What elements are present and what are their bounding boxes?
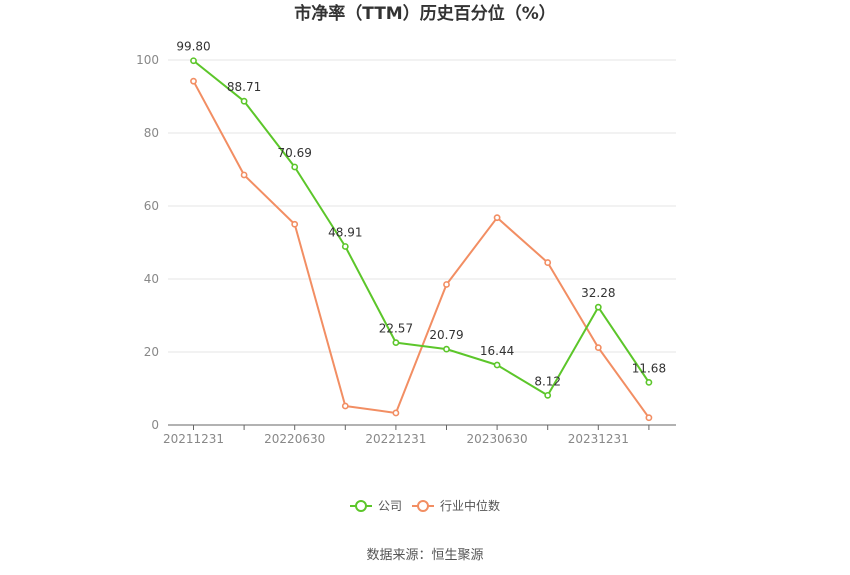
legend-label: 公司 [378, 499, 402, 513]
data-label: 88.71 [227, 80, 261, 94]
data-point [493, 361, 501, 369]
series-layer [190, 57, 653, 422]
data-label: 70.69 [278, 146, 312, 160]
source-note: 数据来源：恒生聚源 [366, 548, 483, 563]
data-label: 20.79 [429, 328, 463, 342]
data-point [291, 220, 299, 228]
x-tick-label: 20230630 [467, 432, 528, 446]
data-point [341, 402, 349, 410]
data-point [291, 163, 299, 171]
data-point [190, 57, 197, 65]
legend-swatch-marker [417, 500, 429, 512]
chart-title: 市净率（TTM）历史百分位（%） [294, 3, 556, 24]
legend-swatch-marker [355, 500, 367, 512]
data-point [190, 77, 197, 85]
data-point [240, 97, 248, 105]
y-tick-label: 100 [136, 53, 159, 67]
axis-layer: 0 20 40 60 80 100 20211231 20220630 20221231 2023… [136, 53, 676, 446]
data-point [645, 378, 653, 386]
y-tick-label: 60 [144, 199, 159, 213]
data-label-layer: 99.80 88.71 70.69 48.91 22.57 20.79 16.44 8.12 3… [176, 40, 666, 389]
data-label: 11.68 [632, 361, 666, 375]
series-line [192, 59, 650, 397]
y-tick-label: 40 [144, 272, 159, 286]
data-point [493, 214, 501, 222]
x-tick-label: 20220630 [264, 432, 325, 446]
x-tick-label: 20211231 [163, 432, 224, 446]
data-point [544, 259, 552, 266]
data-point [443, 345, 450, 353]
data-label: 8.12 [534, 374, 561, 388]
legend-item[interactable]: 行业中位数 [412, 498, 500, 513]
x-tick-label: 20231231 [568, 432, 629, 446]
data-point [341, 243, 349, 250]
data-point [240, 171, 248, 179]
data-point [594, 303, 602, 311]
data-point [443, 281, 450, 288]
grid-layer [168, 59, 676, 353]
data-label: 16.44 [480, 344, 514, 358]
data-point [645, 414, 653, 422]
y-tick-label: 20 [144, 345, 159, 359]
legend[interactable]: 公司 行业中位数 [350, 498, 500, 513]
data-point [544, 391, 552, 399]
data-point [392, 409, 400, 417]
data-point [392, 339, 400, 347]
y-tick-label: 0 [151, 418, 159, 432]
data-label: 48.91 [328, 225, 362, 239]
legend-label: 行业中位数 [440, 498, 500, 513]
y-tick-label: 80 [144, 126, 159, 140]
series-line [192, 80, 650, 419]
legend-item[interactable]: 公司 [350, 499, 402, 513]
x-tick-label: 20221231 [365, 432, 426, 446]
data-label: 22.57 [379, 322, 413, 336]
data-label: 32.28 [581, 286, 615, 300]
data-point [594, 344, 602, 352]
data-label: 99.80 [176, 40, 210, 54]
